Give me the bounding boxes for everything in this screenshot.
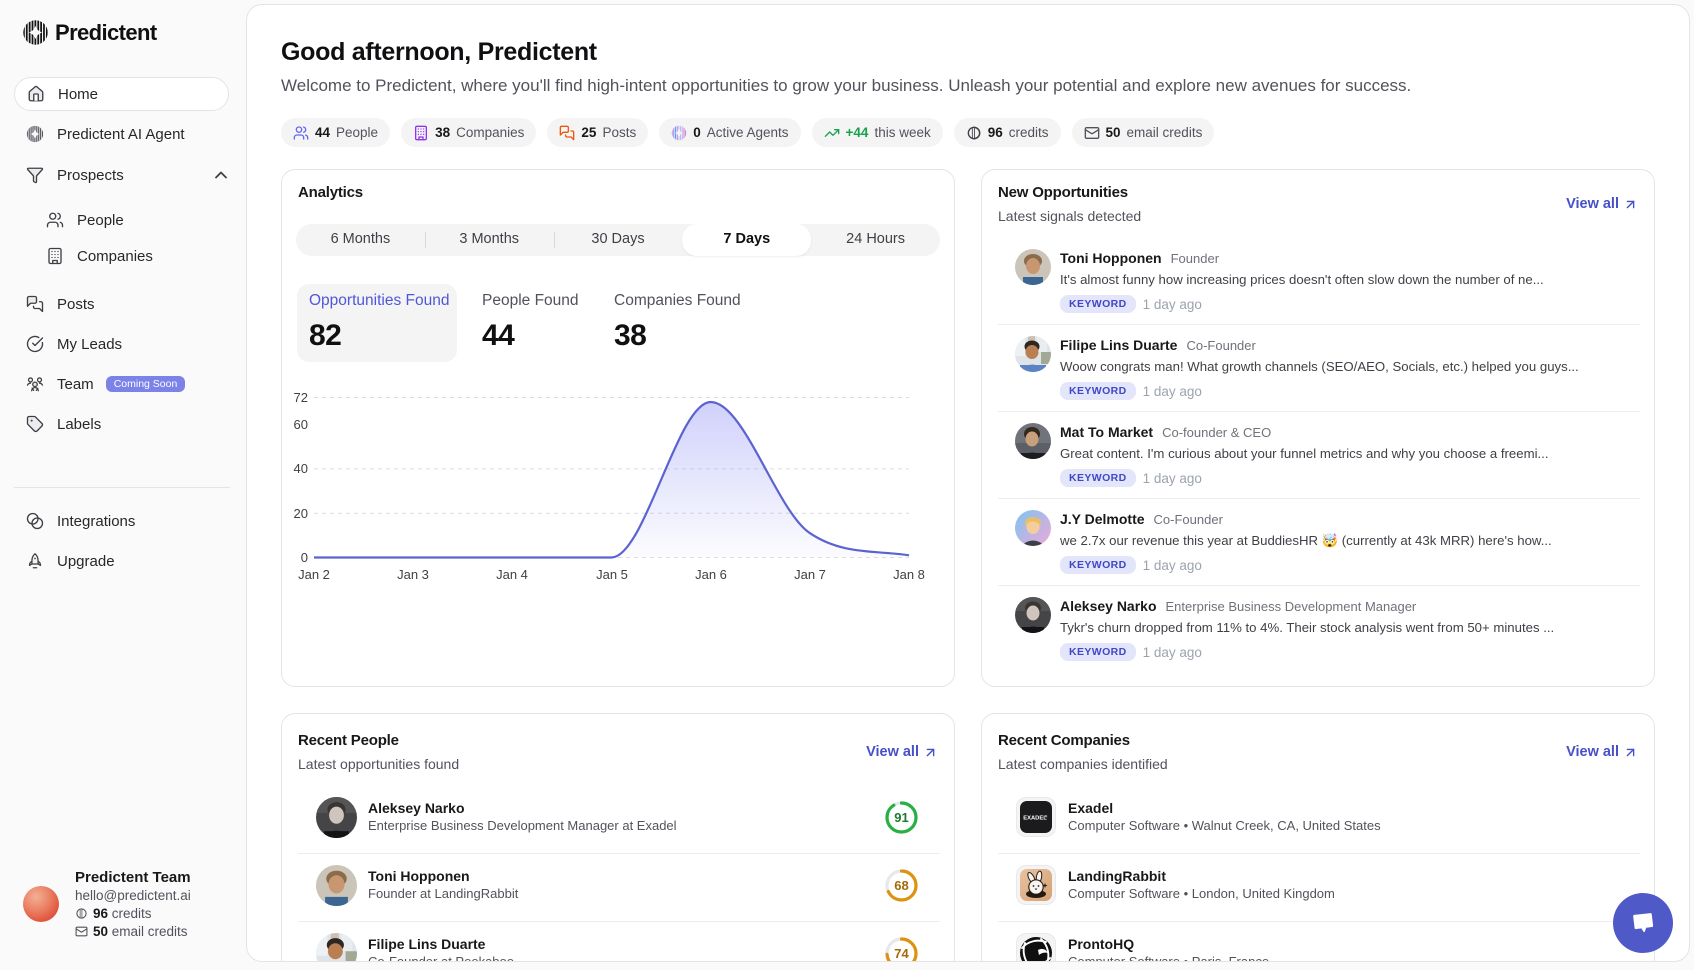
svg-text:EXADEL: EXADEL	[1023, 815, 1047, 821]
